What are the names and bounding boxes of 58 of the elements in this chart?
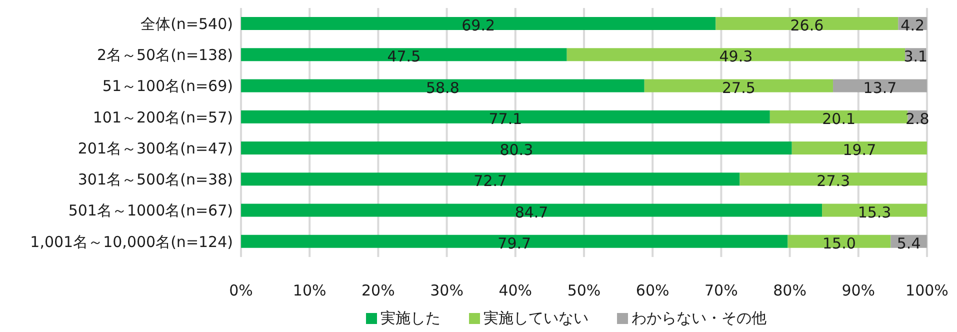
legend-label: 実施していない [484, 309, 588, 327]
x-tick-label: 100% [906, 282, 948, 300]
bar [740, 172, 927, 186]
bar [822, 204, 927, 217]
y-tick-label: 全体(n=540) [140, 14, 233, 33]
data-label: 19.7 [842, 141, 876, 159]
data-label: 5.4 [896, 234, 921, 252]
data-label: 27.3 [816, 172, 850, 190]
data-label: 77.1 [488, 110, 522, 128]
bar [241, 79, 644, 92]
bar [644, 79, 834, 92]
y-tick-label: 2名～50名(n=138) [96, 46, 233, 64]
data-label: 79.7 [498, 234, 532, 252]
bar [833, 79, 927, 92]
x-tick-label: 60% [636, 282, 670, 300]
data-label: 80.3 [500, 141, 534, 159]
y-tick-label: 201名～300名(n=47) [78, 139, 233, 158]
data-label: 58.8 [426, 78, 460, 97]
bar [241, 172, 740, 186]
bar [792, 142, 927, 154]
data-label: 49.3 [719, 48, 753, 66]
data-label: 84.7 [514, 203, 548, 222]
bar [770, 110, 908, 124]
data-label: 47.5 [387, 48, 421, 66]
x-tick-label: 80% [773, 282, 806, 300]
x-tick-label: 70% [704, 282, 738, 300]
legend-label: わからない・その他 [632, 309, 766, 327]
x-tick-label: 30% [430, 282, 464, 300]
bar [241, 110, 770, 124]
data-label: 69.2 [462, 16, 496, 34]
bar [241, 17, 716, 30]
y-tick-label: 301名～500名(n=38) [78, 170, 233, 189]
data-label: 72.7 [474, 172, 508, 190]
bar [716, 17, 898, 30]
y-tick-label: 501名～1000名(n=67) [68, 202, 233, 220]
bar [241, 204, 822, 217]
bar [241, 234, 788, 248]
x-tick-label: 40% [498, 282, 532, 300]
y-tick-label: 51～100名(n=69) [102, 77, 233, 96]
data-label: 26.6 [790, 16, 824, 34]
x-tick-label: 20% [362, 282, 395, 300]
data-label: 15.0 [822, 234, 856, 252]
data-label: 20.1 [822, 110, 856, 128]
bar [241, 48, 567, 62]
data-label: 27.5 [722, 78, 756, 97]
x-tick-label: 90% [842, 282, 876, 300]
y-tick-label: 101～200名(n=57) [92, 108, 233, 126]
legend-label: 実施した [380, 309, 440, 327]
data-label: 13.7 [863, 78, 897, 97]
y-tick-label: 1,001名～10,000名(n=124) [30, 232, 233, 251]
data-label: 4.2 [900, 16, 925, 34]
x-tick-label: 0% [229, 282, 253, 300]
x-tick-label: 50% [567, 282, 601, 300]
bar [788, 234, 891, 248]
x-tick-label: 10% [292, 282, 326, 300]
bar [241, 142, 792, 154]
bar [566, 48, 906, 62]
data-label: 15.3 [858, 203, 892, 222]
